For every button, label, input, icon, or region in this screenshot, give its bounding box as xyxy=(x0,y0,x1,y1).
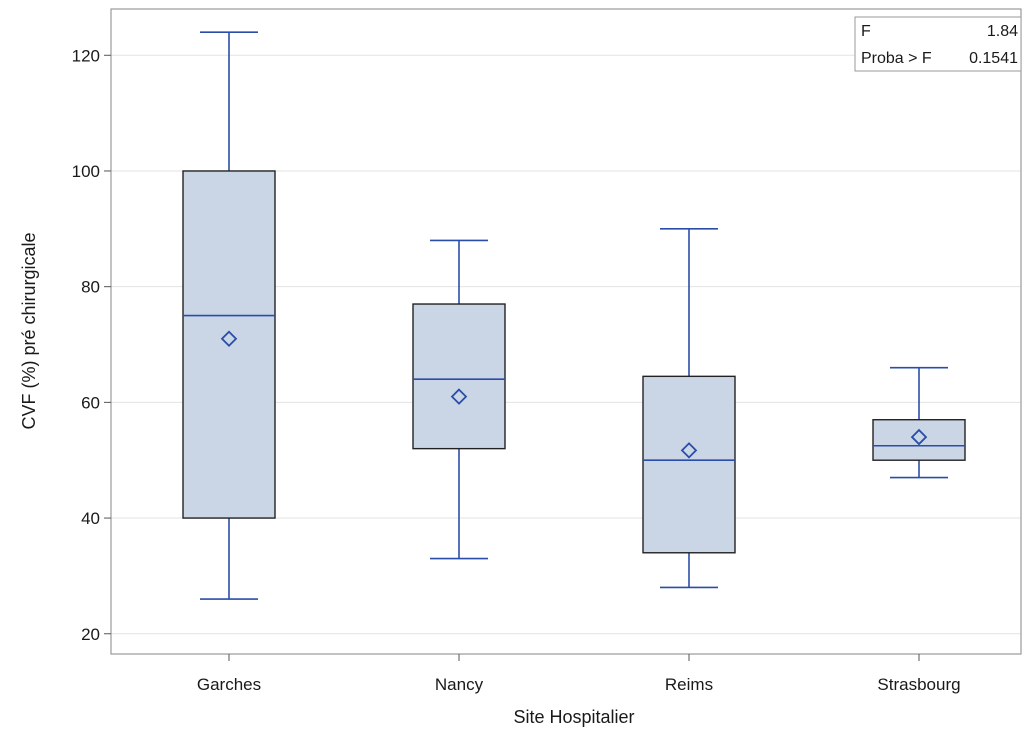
mean-marker xyxy=(220,330,238,348)
x-tick-label-reims: Reims xyxy=(665,675,713,694)
x-axis-ticks: Garches Nancy Reims Strasbourg xyxy=(197,654,961,694)
mean-marker xyxy=(450,388,468,405)
box-strasbourg xyxy=(872,366,966,479)
mean-marker xyxy=(910,428,928,446)
plot-frame xyxy=(110,8,1022,655)
stats-inset: F 1.84 Proba > F 0.1541 xyxy=(854,16,1022,72)
y-tick-label: 20 xyxy=(81,625,100,644)
iqr-box xyxy=(412,303,506,450)
y-tick-label: 120 xyxy=(72,46,100,65)
stats-inset-value-f: 1.84 xyxy=(987,23,1018,40)
y-axis-title: CVF (%) pré chirurgicale xyxy=(19,232,39,429)
iqr-box xyxy=(642,375,736,554)
box-garches xyxy=(182,31,276,600)
iqr-box xyxy=(872,419,966,461)
x-tick-label-nancy: Nancy xyxy=(435,675,484,694)
stats-inset-value-proba: 0.1541 xyxy=(969,50,1018,67)
stats-inset-label-proba: Proba > F xyxy=(861,50,932,67)
y-tick-label: 80 xyxy=(81,278,100,297)
y-axis-ticks: 20 40 60 80 100 120 xyxy=(72,46,111,644)
y-tick-label: 100 xyxy=(72,162,100,181)
stats-inset-box xyxy=(854,16,1022,72)
y-tick-label: 40 xyxy=(81,509,100,528)
mean-marker xyxy=(680,442,698,459)
boxes xyxy=(182,31,966,600)
x-tick-label-strasbourg: Strasbourg xyxy=(877,675,960,694)
x-tick-label-garches: Garches xyxy=(197,675,261,694)
x-axis-title: Site Hospitalier xyxy=(513,707,634,727)
y-tick-label: 60 xyxy=(81,393,100,412)
box-nancy xyxy=(412,239,506,560)
box-reims xyxy=(642,228,736,589)
stats-inset-label-f: F xyxy=(861,23,871,40)
